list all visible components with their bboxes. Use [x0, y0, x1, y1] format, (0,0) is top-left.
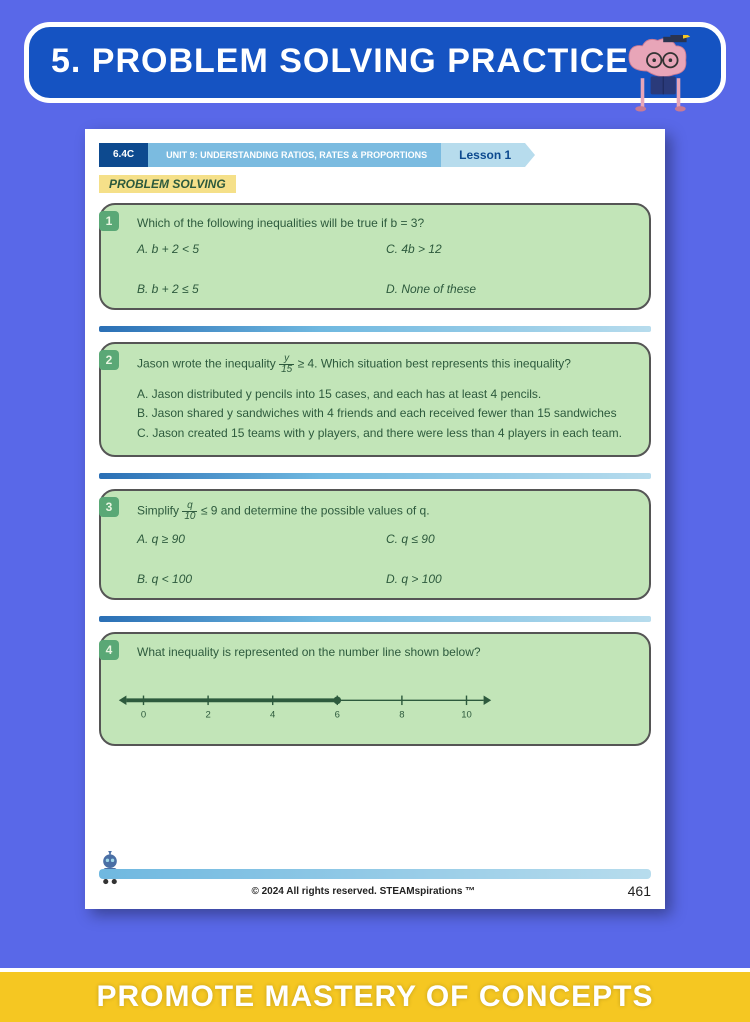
- page-title: 5. PROBLEM SOLVING PRACTICE: [51, 43, 699, 80]
- option-b: B. b + 2 ≤ 5: [137, 282, 386, 296]
- question-box-1: 1 Which of the following inequalities wi…: [99, 203, 651, 310]
- divider: [99, 326, 651, 332]
- option-c: C. q ≤ 90: [386, 532, 635, 546]
- answer-options: A. Jason distributed y pencils into 15 c…: [137, 385, 635, 443]
- option-c: C. Jason created 15 teams with y players…: [137, 424, 635, 443]
- number-line: 0 2 4 6 8 10: [115, 687, 495, 725]
- question-number: 2: [99, 350, 119, 370]
- question-box-2: 2 Jason wrote the inequality y15 ≥ 4. Wh…: [99, 342, 651, 457]
- worksheet-footer: © 2024 All rights reserved. STEAMspirati…: [99, 869, 651, 899]
- question-box-4: 4 What inequality is represented on the …: [99, 632, 651, 746]
- copyright-text: © 2024 All rights reserved. STEAMspirati…: [251, 886, 475, 897]
- lesson-chevron: Lesson 1: [441, 143, 525, 167]
- unit-chevron: UNIT 9: UNDERSTANDING RATIOS, RATES & PR…: [148, 143, 441, 167]
- option-b: B. Jason shared y sandwiches with 4 frie…: [137, 404, 635, 423]
- worksheet-header: 6.4C UNIT 9: UNDERSTANDING RATIOS, RATES…: [99, 143, 651, 167]
- answer-options: A. q ≥ 90 C. q ≤ 90 B. q < 100 D. q > 10…: [137, 532, 635, 586]
- brain-reading-icon: [611, 35, 701, 125]
- question-text: What inequality is represented on the nu…: [137, 644, 635, 661]
- question-number: 3: [99, 497, 119, 517]
- footer-banner: PROMOTE MASTERY OF CONCEPTS: [0, 968, 750, 1022]
- divider: [99, 473, 651, 479]
- option-a: A. b + 2 < 5: [137, 242, 386, 256]
- footer-text: PROMOTE MASTERY OF CONCEPTS: [96, 980, 653, 1014]
- page-number: 461: [628, 883, 651, 899]
- option-d: D. q > 100: [386, 572, 635, 586]
- option-c: C. 4b > 12: [386, 242, 635, 256]
- answer-options: A. b + 2 < 5 C. 4b > 12 B. b + 2 ≤ 5 D. …: [137, 242, 635, 296]
- footer-bar: [99, 869, 651, 879]
- option-a: A. Jason distributed y pencils into 15 c…: [137, 385, 635, 404]
- question-number: 1: [99, 211, 119, 231]
- section-label: PROBLEM SOLVING: [99, 175, 236, 193]
- standard-chevron: 6.4C: [99, 143, 148, 167]
- worksheet-page: 6.4C UNIT 9: UNDERSTANDING RATIOS, RATES…: [85, 129, 665, 909]
- svg-text:0: 0: [141, 709, 146, 720]
- option-a: A. q ≥ 90: [137, 532, 386, 546]
- option-b: B. q < 100: [137, 572, 386, 586]
- question-text: Simplify q10 ≤ 9 and determine the possi…: [137, 501, 635, 522]
- svg-text:4: 4: [270, 709, 275, 720]
- divider: [99, 616, 651, 622]
- question-text: Jason wrote the inequality y15 ≥ 4. Whic…: [137, 354, 635, 375]
- header-banner: 5. PROBLEM SOLVING PRACTICE: [24, 22, 726, 103]
- svg-text:8: 8: [399, 709, 404, 720]
- question-text: Which of the following inequalities will…: [137, 215, 635, 232]
- question-number: 4: [99, 640, 119, 660]
- question-box-3: 3 Simplify q10 ≤ 9 and determine the pos…: [99, 489, 651, 600]
- svg-text:10: 10: [461, 709, 472, 720]
- svg-text:6: 6: [335, 709, 340, 720]
- option-d: D. None of these: [386, 282, 635, 296]
- svg-text:2: 2: [205, 709, 210, 720]
